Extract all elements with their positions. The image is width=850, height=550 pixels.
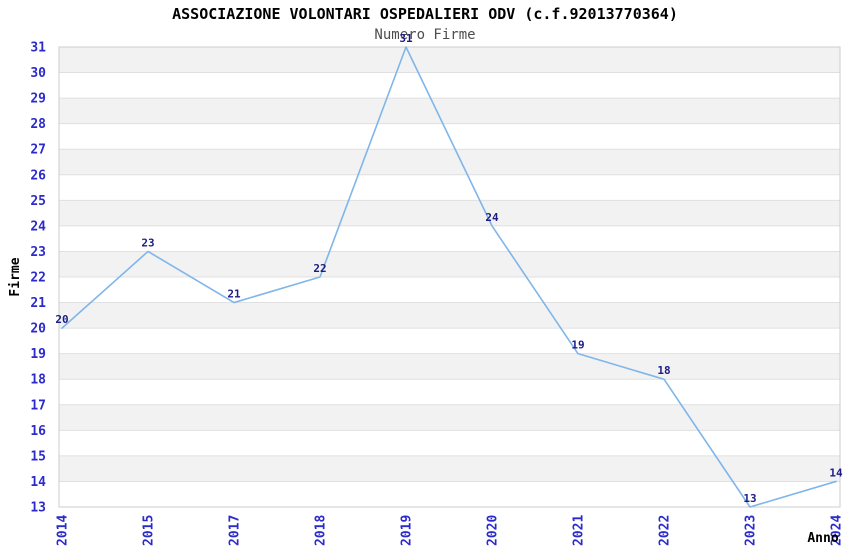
x-axis-title: Anno (807, 531, 838, 546)
y-tick-label: 21 (30, 296, 46, 311)
data-label: 24 (485, 211, 499, 224)
x-axis-tick-labels: 2014 2015 2017 2018 2019 2020 2021 2022 2023 2024 (56, 515, 845, 546)
x-tick-label: 2021 (572, 515, 587, 546)
y-tick-label: 14 (30, 475, 46, 490)
y-tick-label: 16 (30, 424, 46, 439)
chart-title: ASSOCIAZIONE VOLONTARI OSPEDALIERI ODV (… (172, 5, 678, 23)
y-tick-label: 20 (30, 322, 46, 337)
data-label: 21 (227, 288, 241, 301)
data-label: 23 (141, 236, 154, 249)
plot-border (58, 46, 841, 508)
grid-band (59, 200, 840, 226)
y-tick-label: 13 (30, 501, 46, 516)
data-label: 18 (657, 364, 670, 377)
y-tick-label: 29 (30, 92, 46, 107)
x-tick-label: 2018 (314, 515, 329, 546)
x-tick-label: 2022 (658, 515, 673, 546)
grid-band (59, 404, 840, 431)
data-label: 13 (743, 492, 756, 505)
grid-band (59, 149, 840, 175)
grid-band (59, 47, 840, 73)
data-label: 20 (55, 313, 68, 326)
series-line (61, 46, 837, 508)
y-tick-label: 30 (30, 66, 46, 81)
y-tick-label: 22 (30, 271, 46, 286)
x-tick-label: 2015 (142, 515, 157, 546)
grid-band (59, 251, 840, 277)
x-tick-label: 2024 (830, 515, 845, 546)
y-tick-label: 15 (30, 449, 46, 464)
grid-band (59, 455, 840, 482)
x-tick-label: 2017 (228, 515, 243, 546)
x-tick-label: 2020 (486, 515, 501, 546)
y-tick-label: 19 (30, 347, 46, 362)
data-labels: 20 23 21 22 31 24 19 18 13 14 (55, 32, 843, 505)
y-tick-label: 26 (30, 168, 46, 183)
y-tick-label: 23 (30, 245, 46, 260)
data-label: 14 (829, 466, 843, 479)
data-label: 31 (399, 32, 413, 45)
plot-gridlines (59, 72, 840, 482)
grid-band (59, 98, 840, 124)
y-tick-label: 25 (30, 194, 46, 209)
y-axis-title: Firme (8, 257, 23, 296)
y-tick-label: 27 (30, 143, 46, 158)
x-tick-label: 2019 (400, 515, 415, 546)
x-tick-label: 2014 (56, 515, 71, 546)
data-label: 22 (313, 262, 326, 275)
plot-bands (59, 47, 840, 482)
data-label: 19 (571, 339, 584, 352)
y-tick-label: 31 (30, 41, 46, 56)
y-tick-label: 28 (30, 117, 46, 132)
y-tick-label: 18 (30, 373, 46, 388)
y-tick-label: 17 (30, 398, 46, 413)
x-tick-label: 2023 (744, 515, 759, 546)
grid-band (59, 302, 840, 329)
grid-band (59, 353, 840, 380)
y-axis-tick-labels: 13 14 15 16 17 18 19 20 21 22 23 24 25 26 27 28 29 30 31 (30, 41, 46, 516)
y-tick-label: 24 (30, 219, 46, 234)
chart-subtitle: Numero Firme (374, 27, 476, 43)
